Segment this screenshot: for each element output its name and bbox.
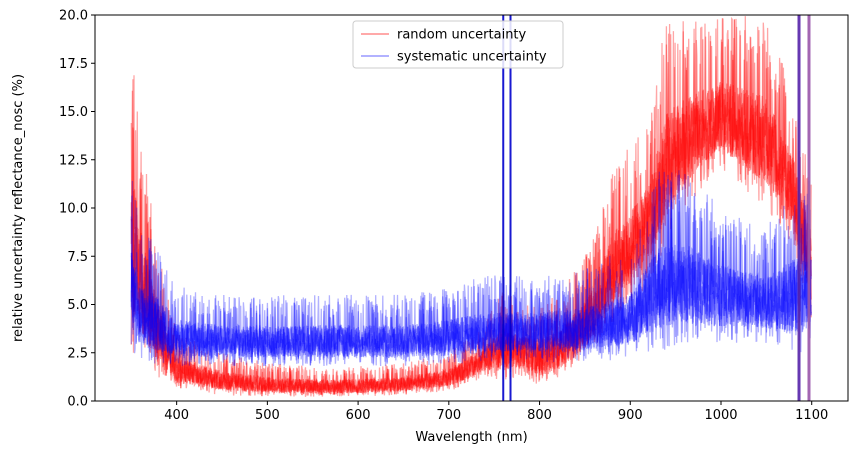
series-trace <box>130 170 812 366</box>
y-tick-label: 15.0 <box>59 105 88 120</box>
series-trace <box>130 16 812 396</box>
x-tick-label: 900 <box>618 408 643 423</box>
legend: random uncertainty systematic uncertainty <box>352 20 564 69</box>
x-tick-label: 700 <box>436 408 461 423</box>
y-tick-label: 2.5 <box>67 346 88 361</box>
series-trace <box>130 171 812 366</box>
y-tick-label: 17.5 <box>59 57 88 72</box>
series-trace <box>130 175 812 366</box>
x-axis-label: Wavelength (nm) <box>415 430 527 445</box>
x-tick-label: 500 <box>255 408 280 423</box>
axes-layer: 400 500 600 700 800 900 1000 1100 0.0 2.5 5.0 7.5 10… <box>11 9 849 445</box>
series-trace <box>130 16 812 397</box>
series-trace <box>130 18 812 397</box>
x-tick-label: 600 <box>346 408 371 423</box>
x-tick-label: 1000 <box>704 408 737 423</box>
y-tick-label: 7.5 <box>67 250 88 265</box>
legend-box <box>352 20 564 69</box>
legend-label: random uncertainty <box>397 28 527 43</box>
y-tick-label: 20.0 <box>59 9 88 24</box>
series-trace <box>130 171 812 366</box>
x-tick-label: 400 <box>164 408 189 423</box>
y-tick-label: 5.0 <box>67 298 88 313</box>
y-tick-label: 0.0 <box>67 395 88 410</box>
legend-label: systematic uncertainty <box>397 50 547 65</box>
y-tick-label: 12.5 <box>59 153 88 168</box>
y-tick-label: 10.0 <box>59 202 88 217</box>
y-axis-label: relative uncertainty reflectance_nosc (%… <box>11 74 26 342</box>
series-trace <box>130 174 812 367</box>
x-tick-label: 800 <box>527 408 552 423</box>
series-trace <box>130 186 812 367</box>
series-trace <box>130 26 812 396</box>
series-trace <box>130 19 812 397</box>
series-systematic-uncertainty <box>130 170 812 367</box>
series-layer <box>130 15 812 401</box>
series-trace <box>130 19 812 397</box>
series-random-uncertainty <box>130 16 812 397</box>
x-tick-label: 1100 <box>795 408 828 423</box>
